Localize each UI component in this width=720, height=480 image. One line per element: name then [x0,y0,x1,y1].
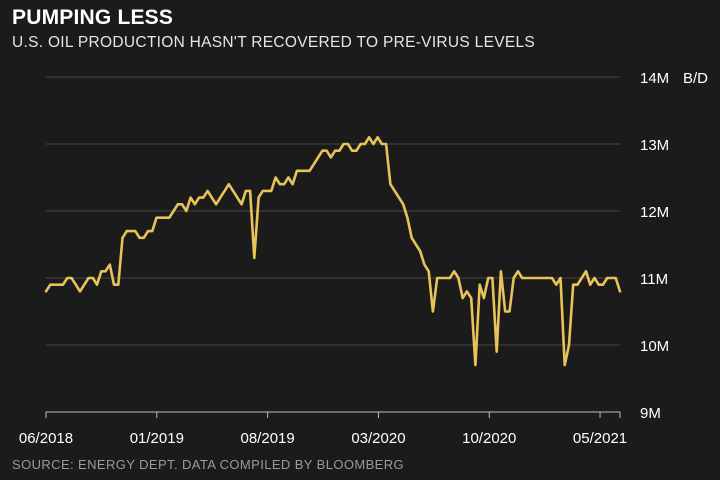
y-tick-label: 12M [640,204,669,221]
x-tick-label: 10/2020 [462,430,516,447]
x-axis [45,411,621,418]
chart-subtitle: U.S. OIL PRODUCTION HASN'T RECOVERED TO … [12,34,536,51]
source-note: SOURCE: ENERGY DEPT. DATA COMPILED BY BL… [12,457,405,472]
series-line [44,136,622,367]
x-tick-label: 03/2020 [351,430,405,447]
x-axis-labels: 06/2018 01/2019 08/2019 03/2020 10/2020 05/20… [19,430,627,447]
y-axis-labels: 14M B/D 13M 12M 11M 10M 9M [640,70,708,422]
x-tick-label: 01/2019 [130,430,184,447]
x-tick-label: 05/2021 [573,430,627,447]
y-tick-label: 11M [640,271,668,288]
chart-title: PUMPING LESS [12,6,174,29]
y-tick-label: 9M [640,405,661,422]
x-tick-label: 06/2018 [19,430,73,447]
y-tick-label: 10M [640,338,669,355]
x-tick-label: 08/2019 [241,430,295,447]
y-tick-label: 14M [640,70,669,87]
y-tick-label: 13M [640,137,669,154]
grid-lines [46,76,620,346]
y-unit-label: B/D [683,70,708,87]
series-layer [44,136,622,367]
